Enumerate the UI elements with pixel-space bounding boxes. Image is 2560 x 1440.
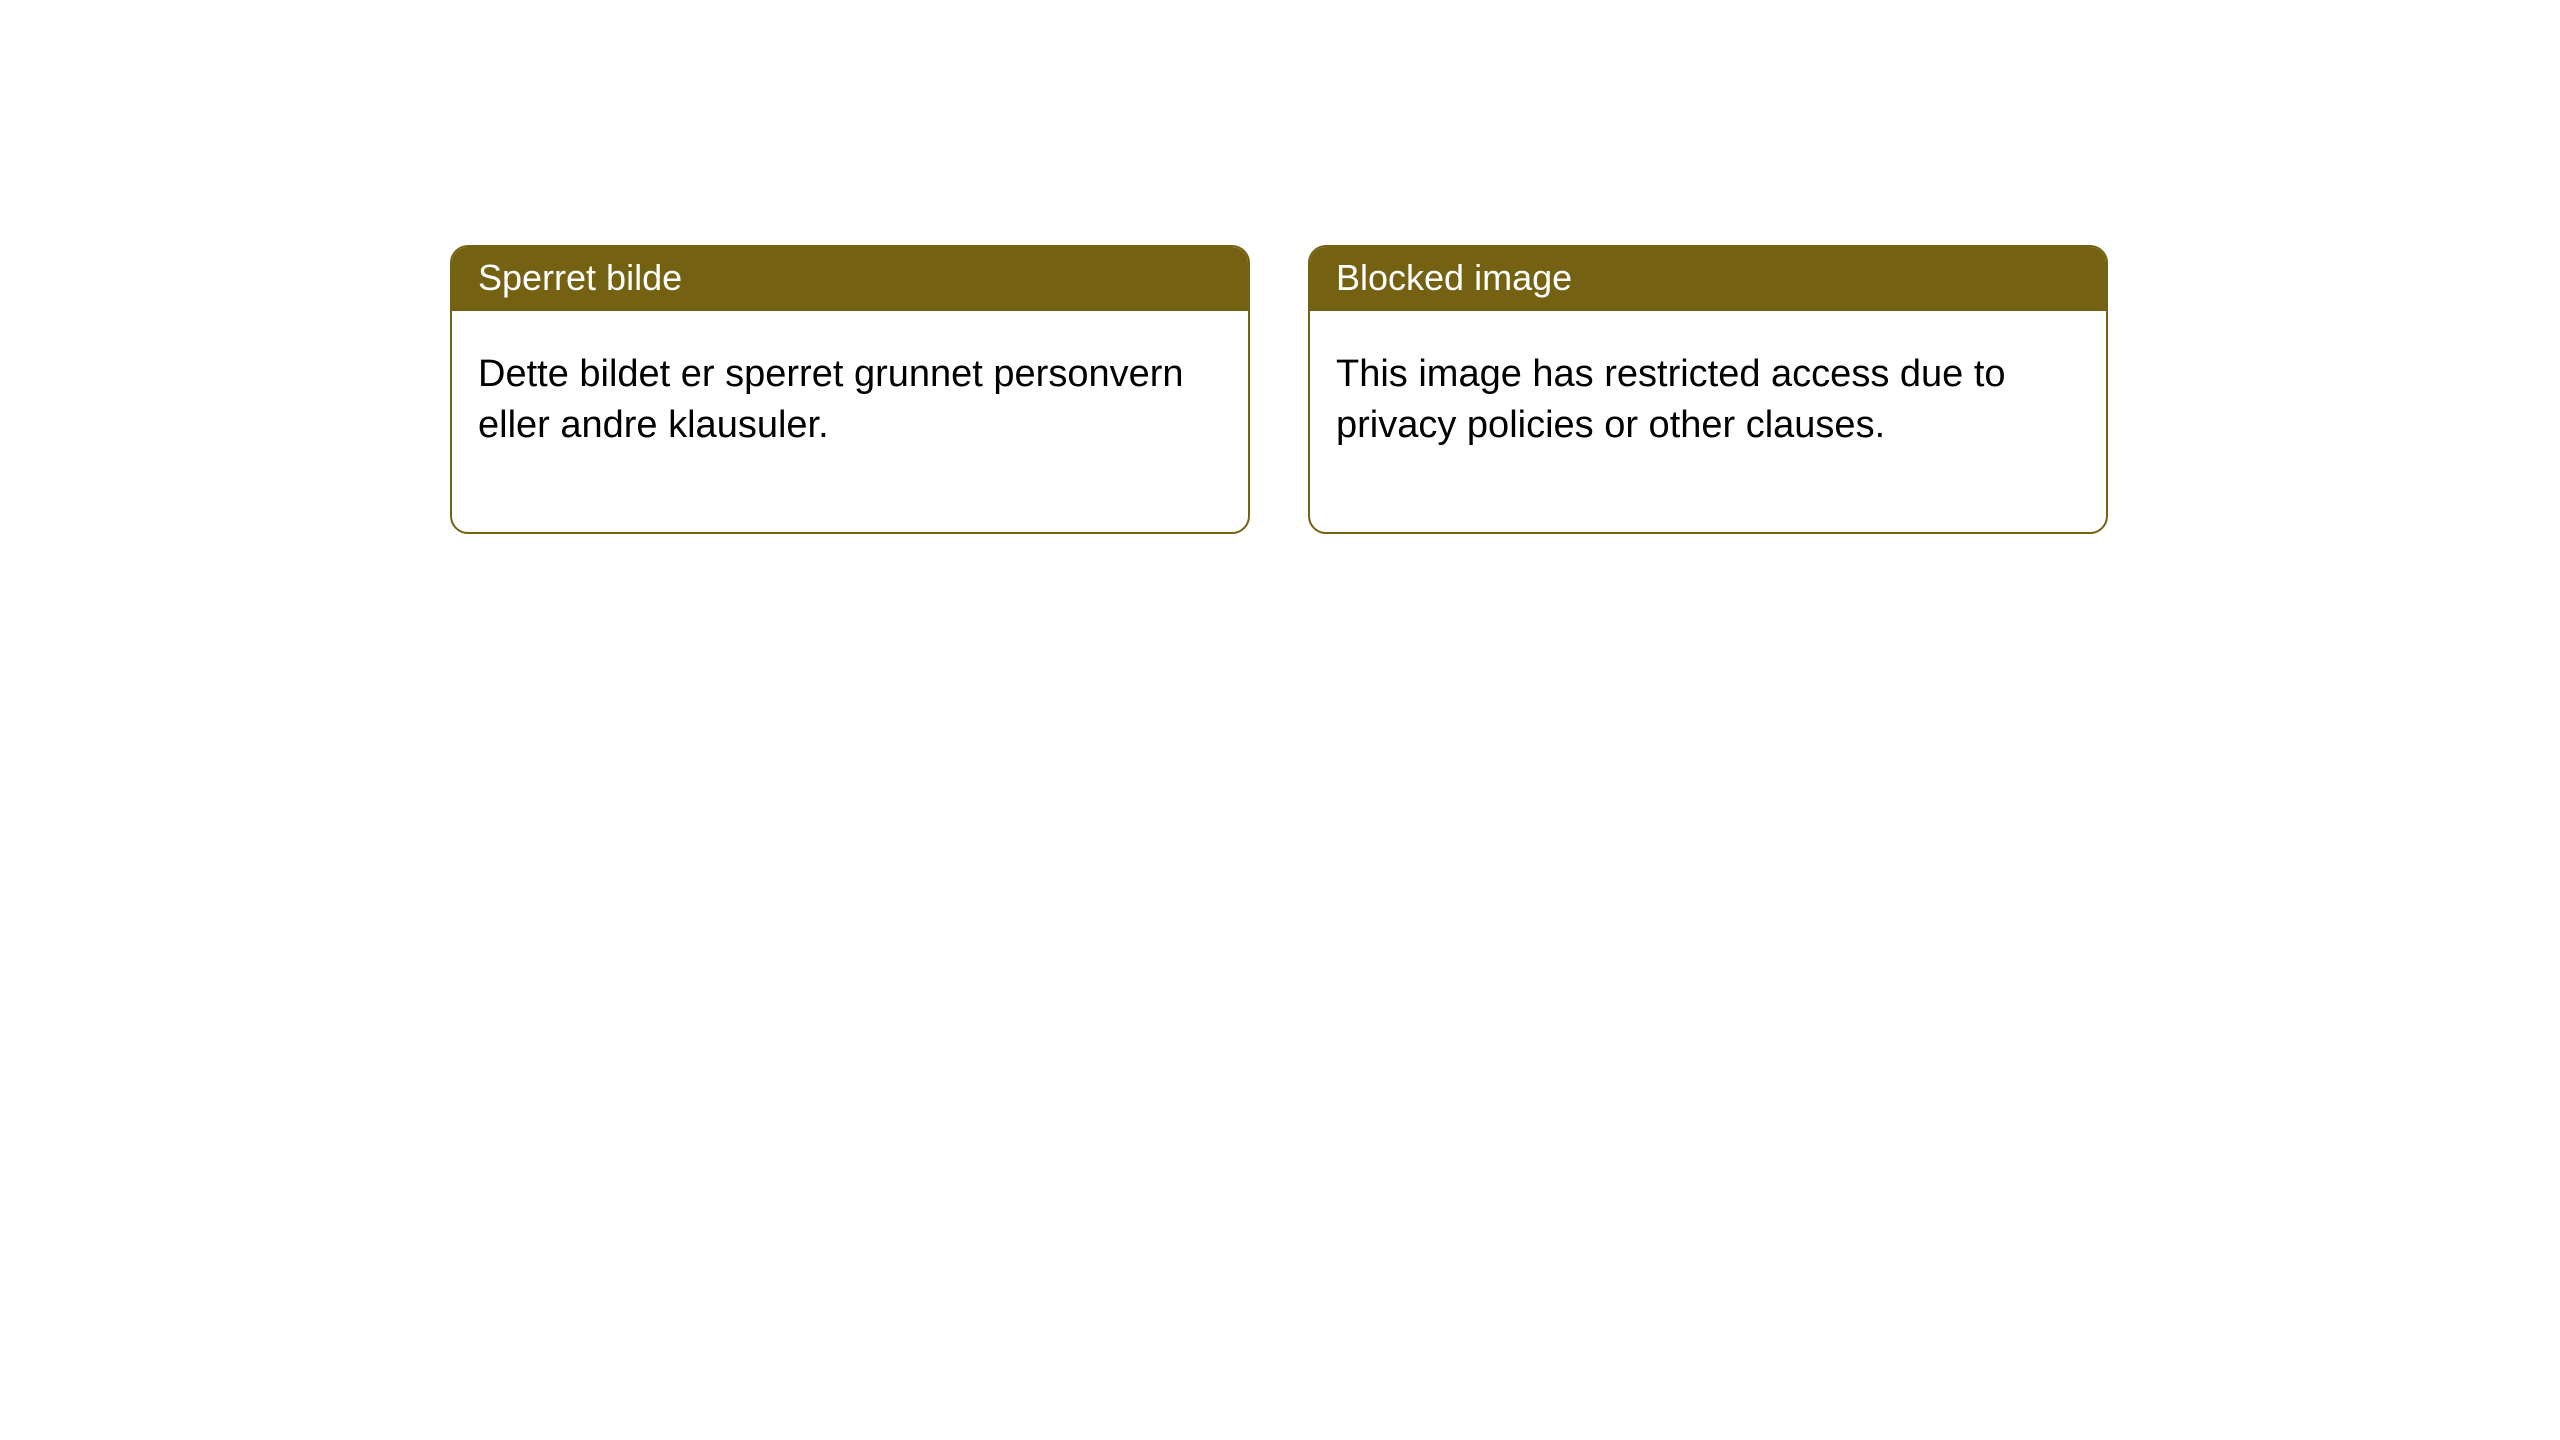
card-body: Dette bildet er sperret grunnet personve… <box>452 311 1248 532</box>
info-card-english: Blocked image This image has restricted … <box>1308 245 2108 534</box>
card-body-text: Dette bildet er sperret grunnet personve… <box>478 353 1184 446</box>
cards-container: Sperret bilde Dette bildet er sperret gr… <box>450 245 2560 534</box>
card-body: This image has restricted access due to … <box>1310 311 2106 532</box>
card-header: Blocked image <box>1310 247 2106 311</box>
info-card-norwegian: Sperret bilde Dette bildet er sperret gr… <box>450 245 1250 534</box>
card-header: Sperret bilde <box>452 247 1248 311</box>
card-title: Blocked image <box>1336 257 1572 298</box>
card-body-text: This image has restricted access due to … <box>1336 353 2006 446</box>
card-title: Sperret bilde <box>478 257 682 298</box>
